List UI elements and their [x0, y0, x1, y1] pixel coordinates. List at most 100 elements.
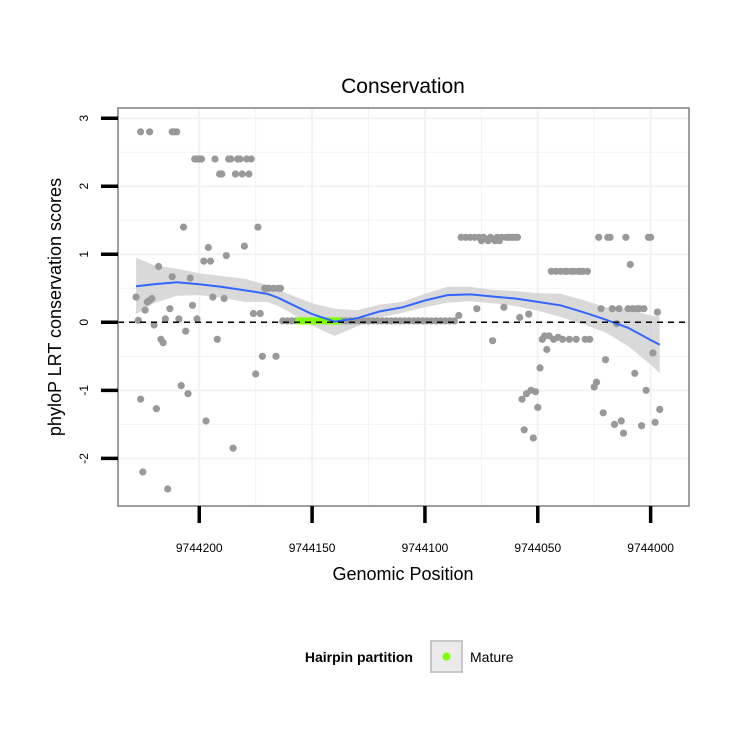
data-point — [155, 262, 163, 271]
data-point — [236, 155, 244, 163]
data-point — [534, 403, 542, 411]
data-point — [529, 434, 537, 442]
data-point — [220, 294, 228, 303]
y-tick-label: -2 — [77, 453, 91, 464]
data-point — [531, 388, 540, 396]
data-point — [139, 468, 147, 476]
data-point — [231, 170, 239, 178]
data-point — [202, 417, 210, 425]
data-point — [622, 233, 630, 241]
data-point — [520, 426, 528, 434]
data-point — [640, 305, 648, 313]
data-point — [599, 409, 607, 417]
x-axis: 9744200 9744150 9744100 9744050 9744000 — [176, 506, 674, 555]
data-point — [500, 303, 508, 311]
data-point — [197, 155, 206, 163]
data-point — [254, 223, 262, 231]
data-point — [249, 309, 257, 318]
data-point — [209, 293, 217, 301]
y-axis: -2 -1 0 1 2 3 — [77, 115, 118, 464]
data-point — [272, 352, 280, 360]
data-point — [565, 335, 574, 343]
data-point — [175, 315, 183, 323]
y-axis-title: phyloP LRT conservation scores — [45, 178, 65, 436]
data-point — [211, 155, 219, 163]
data-point — [137, 128, 145, 136]
data-point — [146, 128, 154, 136]
data-point — [656, 405, 664, 413]
data-point — [631, 369, 639, 377]
data-point — [132, 293, 140, 301]
data-point — [222, 252, 230, 260]
data-point — [619, 429, 628, 437]
data-point — [229, 444, 237, 452]
data-point — [518, 395, 526, 403]
data-point — [513, 233, 522, 241]
data-point — [256, 309, 264, 318]
data-point — [642, 386, 650, 394]
data-point — [182, 327, 190, 335]
data-point — [649, 349, 657, 357]
data-point — [455, 311, 463, 320]
data-point — [218, 170, 226, 178]
data-point — [610, 420, 619, 428]
data-point — [597, 305, 605, 313]
legend-key-box — [430, 640, 463, 673]
data-point — [240, 242, 248, 250]
data-point — [608, 305, 616, 313]
data-point — [141, 306, 149, 314]
data-point — [227, 155, 235, 163]
data-point — [238, 170, 246, 178]
data-point — [150, 321, 158, 329]
data-point — [258, 352, 266, 360]
y-tick-label: 3 — [77, 115, 91, 122]
data-point — [617, 417, 625, 425]
y-tick-label: 2 — [77, 183, 91, 190]
data-point — [276, 284, 285, 292]
data-point — [615, 305, 623, 313]
data-point — [543, 345, 551, 354]
data-point — [586, 335, 594, 343]
data-point — [173, 128, 181, 136]
data-point — [525, 310, 533, 318]
data-point — [626, 260, 634, 269]
data-point — [606, 233, 614, 241]
y-tick-label: 1 — [77, 251, 91, 258]
data-point — [204, 243, 212, 252]
chart-title: Conservation — [341, 75, 465, 98]
smooth-line-layer — [135, 281, 661, 346]
data-point — [186, 274, 194, 282]
data-point — [164, 485, 172, 493]
data-point — [152, 405, 160, 413]
legend-entry-mature: Mature — [470, 649, 514, 665]
data-point — [193, 315, 201, 323]
data-point — [651, 418, 659, 426]
x-tick-label: 9744200 — [176, 541, 223, 555]
data-point — [572, 335, 580, 343]
x-axis-title: Genomic Position — [332, 564, 473, 584]
legend: Hairpin partition Mature — [305, 640, 514, 673]
data-point — [177, 382, 185, 390]
data-point — [559, 335, 567, 343]
data-point — [206, 257, 215, 265]
x-tick-label: 9744100 — [402, 541, 449, 555]
x-tick-label: 9744150 — [289, 541, 336, 555]
data-point — [166, 305, 174, 313]
legend-key-mature-icon — [442, 652, 451, 661]
data-point — [252, 370, 260, 378]
y-tick-label: 0 — [77, 319, 91, 326]
data-point — [638, 422, 646, 430]
data-point — [536, 364, 544, 372]
data-point — [653, 308, 662, 316]
data-point — [592, 378, 601, 386]
y-tick-label: -1 — [77, 385, 91, 396]
data-point — [489, 337, 497, 345]
data-point — [473, 305, 481, 313]
data-point — [647, 233, 655, 241]
data-point — [247, 155, 255, 163]
plot-panel-border — [117, 107, 690, 507]
x-tick-label: 9744000 — [627, 541, 674, 555]
data-point — [159, 339, 167, 347]
data-point — [516, 313, 524, 322]
